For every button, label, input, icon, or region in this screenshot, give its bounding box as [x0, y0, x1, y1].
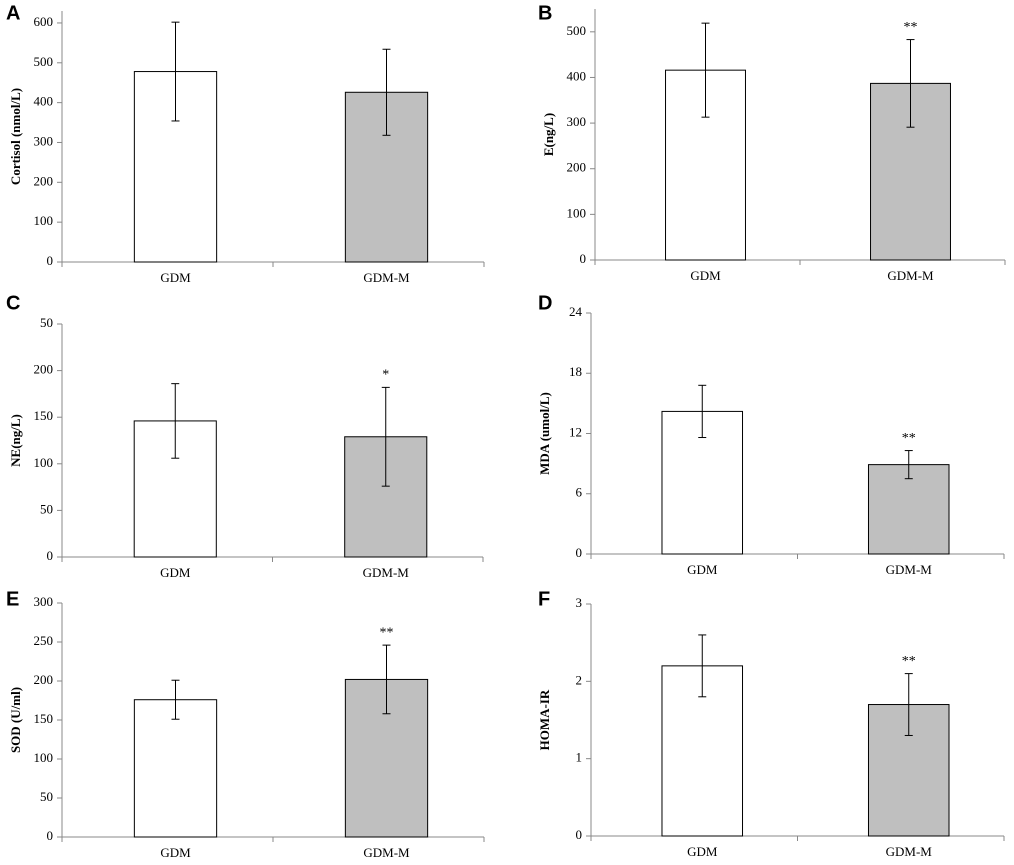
y-tick-label: 2	[576, 672, 583, 687]
y-tick-label: 200	[567, 160, 587, 175]
x-tick-label: GDM	[687, 562, 718, 577]
bar	[133, 699, 218, 838]
panel-letter: F	[538, 588, 550, 610]
x-tick-label: GDM	[160, 565, 191, 580]
y-tick-label: 1	[576, 750, 583, 765]
y-axis-label: NE(ng/L)	[8, 414, 23, 467]
y-axis-label: E(ng/L)	[541, 113, 556, 156]
y-tick-label: 0	[576, 545, 583, 560]
y-tick-label: 400	[34, 94, 54, 109]
y-tick-label: 18	[569, 364, 582, 379]
panel-letter: E	[6, 588, 19, 610]
y-tick-label: 200	[34, 173, 54, 188]
y-tick-label: 0	[47, 548, 54, 563]
y-axis-label: Cortisol (nmol/L)	[8, 88, 23, 185]
x-tick-label: GDM-M	[886, 844, 933, 859]
y-tick-label: 50	[40, 501, 53, 516]
y-tick-label: 150	[34, 711, 54, 726]
significance-label: *	[382, 368, 389, 383]
panel-letter: A	[6, 2, 20, 24]
significance-label: **	[902, 431, 916, 446]
y-axis-label: SOD (U/ml)	[8, 687, 23, 753]
y-tick-label: 300	[34, 133, 54, 148]
y-tick-label: 12	[569, 424, 582, 439]
panel-letter: C	[6, 292, 20, 314]
y-tick-label: 250	[34, 633, 54, 648]
y-tick-label: 0	[47, 828, 54, 843]
y-axis-label: MDA (umol/L)	[537, 392, 552, 475]
x-tick-label: GDM	[690, 268, 721, 283]
x-tick-label: GDM	[160, 270, 191, 285]
y-tick-label: 400	[567, 68, 587, 83]
y-tick-label: 24	[569, 304, 583, 319]
x-tick-label: GDM-M	[363, 565, 410, 580]
y-tick-label: 150	[34, 408, 54, 423]
bar	[867, 464, 950, 555]
y-tick-label: 50	[40, 315, 53, 330]
y-tick-label: 300	[34, 594, 54, 609]
y-tick-label: 3	[576, 595, 583, 610]
y-tick-label: 200	[34, 362, 54, 377]
x-tick-label: GDM	[160, 845, 191, 860]
x-tick-label: GDM	[687, 844, 718, 859]
y-tick-label: 300	[567, 114, 587, 129]
y-tick-label: 600	[34, 14, 54, 29]
y-tick-label: 0	[580, 251, 587, 266]
y-axis-label: HOMA-IR	[537, 689, 552, 750]
panel-letter: B	[538, 2, 552, 24]
y-tick-label: 100	[567, 205, 587, 220]
y-tick-label: 0	[47, 253, 54, 268]
x-tick-label: GDM-M	[886, 562, 933, 577]
x-tick-label: GDM-M	[363, 270, 410, 285]
x-tick-label: GDM-M	[887, 268, 934, 283]
panel-letter: D	[538, 292, 552, 314]
significance-label: **	[904, 20, 918, 35]
x-tick-label: GDM-M	[363, 845, 410, 860]
y-tick-label: 500	[567, 23, 587, 38]
y-tick-label: 6	[576, 485, 583, 500]
significance-label: **	[380, 625, 394, 640]
y-tick-label: 100	[34, 213, 54, 228]
y-tick-label: 200	[34, 672, 54, 687]
y-tick-label: 50	[40, 789, 53, 804]
y-tick-label: 100	[34, 455, 54, 470]
significance-label: **	[902, 654, 916, 669]
y-tick-label: 100	[34, 750, 54, 765]
y-tick-label: 500	[34, 54, 54, 69]
y-tick-label: 0	[576, 827, 583, 842]
